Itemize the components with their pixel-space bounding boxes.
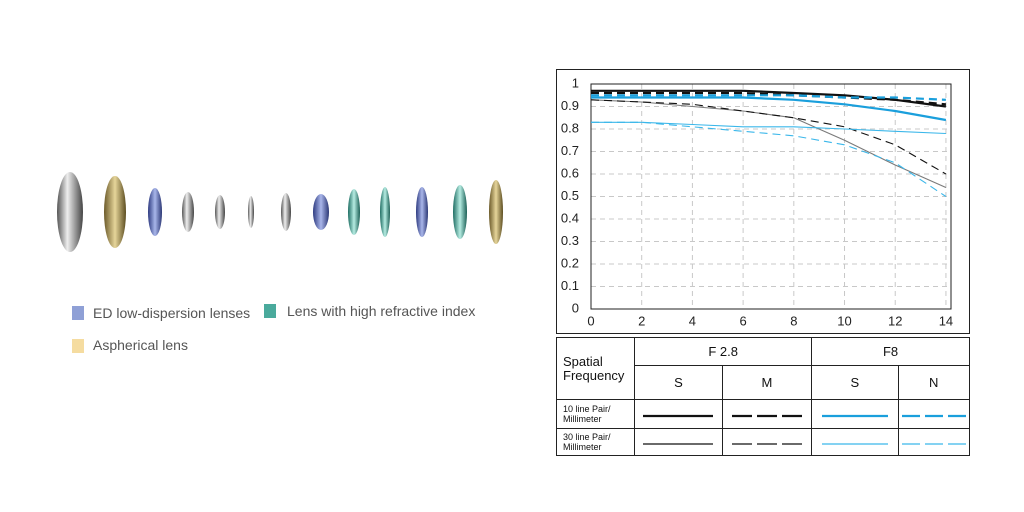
lens — [57, 172, 83, 252]
y-tick-label: 0.1 — [561, 278, 579, 293]
series-line — [591, 91, 946, 106]
plot-frame — [590, 83, 952, 310]
line-sample — [897, 428, 970, 456]
legend-label: Lens with high refractive index — [287, 303, 476, 319]
line-sample — [634, 399, 723, 429]
chart: 00.10.20.30.40.50.60.70.80.910 2 4 6 8 10 12 14 — [556, 69, 970, 334]
x-tick-label: 2 — [638, 313, 645, 328]
x-tick-label: 8 — [790, 313, 797, 328]
x-tick-label: 6 — [739, 313, 746, 328]
series-line — [591, 89, 947, 108]
line-sample — [721, 399, 813, 429]
lens — [215, 195, 225, 229]
legend-swatch — [264, 304, 276, 318]
lens — [248, 196, 254, 228]
y-tick-label: 0.4 — [561, 210, 579, 225]
column-header: S — [634, 365, 723, 400]
chart-frame — [556, 69, 970, 334]
y-tick-label: 0.5 — [561, 188, 579, 203]
series-line — [591, 94, 946, 101]
lens — [104, 176, 126, 248]
lens — [281, 193, 291, 231]
y-tick-label: 0.6 — [561, 165, 579, 180]
y-tick-label: 1 — [572, 75, 579, 90]
y-tick-label: 0.3 — [561, 233, 579, 248]
series-line — [591, 121, 947, 197]
x-tick-label: 4 — [689, 313, 696, 328]
row-header: 30 line Pair/ Millimeter — [555, 428, 636, 456]
lens — [416, 187, 428, 237]
lens — [182, 192, 194, 232]
lens — [348, 189, 360, 235]
y-tick-label: 0 — [572, 300, 579, 315]
column-header: M — [721, 365, 813, 400]
lens — [148, 188, 162, 236]
lens — [313, 194, 329, 230]
x-tick-label: 10 — [837, 313, 851, 328]
x-tick-label: 12 — [888, 313, 902, 328]
x-tick-label: 14 — [939, 313, 953, 328]
line-sample — [897, 399, 970, 429]
lens — [380, 187, 390, 237]
series-line — [591, 96, 947, 122]
line-sample — [811, 428, 899, 456]
lens — [489, 180, 503, 244]
aperture-header: F 2.8 — [634, 337, 813, 366]
line-sample — [634, 428, 723, 456]
series-line — [590, 99, 947, 175]
legend-label: ED low-dispersion lenses — [93, 305, 251, 321]
table-corner: Spatial Frequency — [555, 337, 636, 400]
y-tick-label: 0.9 — [561, 98, 579, 113]
legend-swatch — [72, 339, 84, 353]
legend-label: Aspherical lens — [93, 337, 188, 353]
y-tick-label: 0.2 — [561, 255, 579, 270]
y-tick-label: 0.7 — [561, 143, 579, 158]
lens — [453, 185, 467, 239]
aperture-header: F8 — [811, 337, 970, 366]
column-header: S — [811, 365, 899, 400]
line-sample — [721, 428, 813, 456]
lens-diagram — [57, 172, 503, 252]
x-tick-label: 0 — [587, 313, 594, 328]
line-legend-table: Spatial Frequency F 2.8 F8 S M S N 10 li… — [555, 337, 970, 456]
line-sample — [811, 399, 899, 429]
y-tick-label: 0.8 — [561, 120, 579, 135]
row-header: 10 line Pair/ Millimeter — [555, 399, 636, 429]
legend-swatch — [72, 306, 84, 320]
series-line — [591, 121, 946, 135]
column-header: N — [897, 365, 970, 400]
